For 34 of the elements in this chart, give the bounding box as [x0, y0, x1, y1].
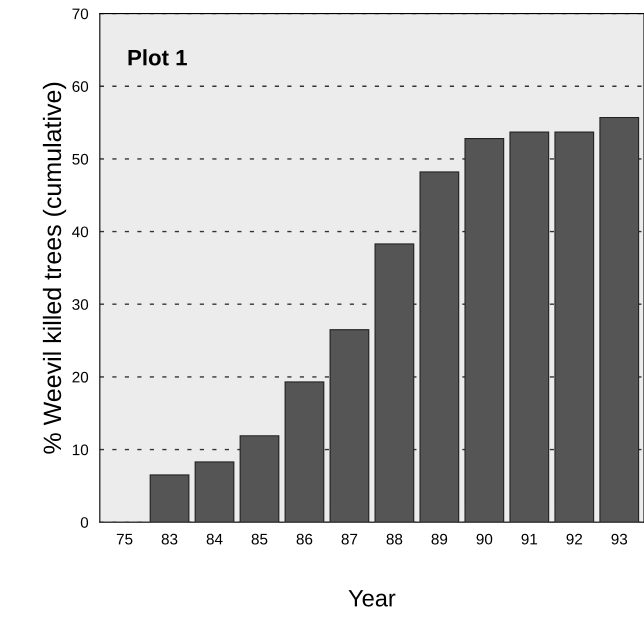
y-tick-label: 20: [72, 372, 88, 383]
bar: [554, 131, 594, 522]
bar: [194, 461, 234, 522]
y-tick-label: 60: [72, 81, 88, 92]
y-tick-label: 40: [72, 226, 88, 238]
x-tick-label: 93: [611, 534, 628, 545]
bar: [509, 131, 550, 522]
annotation: Plot 1: [128, 49, 187, 66]
y-tick-label: 70: [72, 8, 88, 20]
y-tick-label: 10: [72, 444, 88, 456]
x-tick-label: 85: [252, 534, 268, 545]
x-tick-label: 89: [432, 534, 448, 545]
x-tick-label: 84: [206, 534, 223, 545]
x-tick-label: 88: [386, 534, 402, 545]
bar: [284, 381, 324, 522]
bar: [374, 243, 414, 522]
x-tick-label: 75: [116, 534, 132, 545]
x-tick-label: 86: [296, 534, 312, 545]
x-tick-label: 87: [342, 534, 358, 545]
bar: [419, 171, 460, 522]
y-axis-title: % Weevil killed trees (cumulative): [42, 82, 66, 454]
bar: [240, 435, 280, 522]
bar: [464, 138, 504, 522]
bar: [599, 116, 640, 522]
y-tick-label: 50: [72, 154, 88, 165]
bar: [330, 329, 370, 522]
x-tick-label: 83: [162, 534, 178, 545]
bar: [150, 474, 190, 522]
x-axis-title: Year: [348, 590, 396, 607]
x-tick-label: 92: [566, 534, 582, 545]
x-tick-label: 90: [476, 534, 492, 545]
x-tick-label: 91: [522, 534, 538, 545]
y-tick-label: 0: [80, 517, 88, 528]
y-tick-label: 30: [72, 299, 88, 310]
